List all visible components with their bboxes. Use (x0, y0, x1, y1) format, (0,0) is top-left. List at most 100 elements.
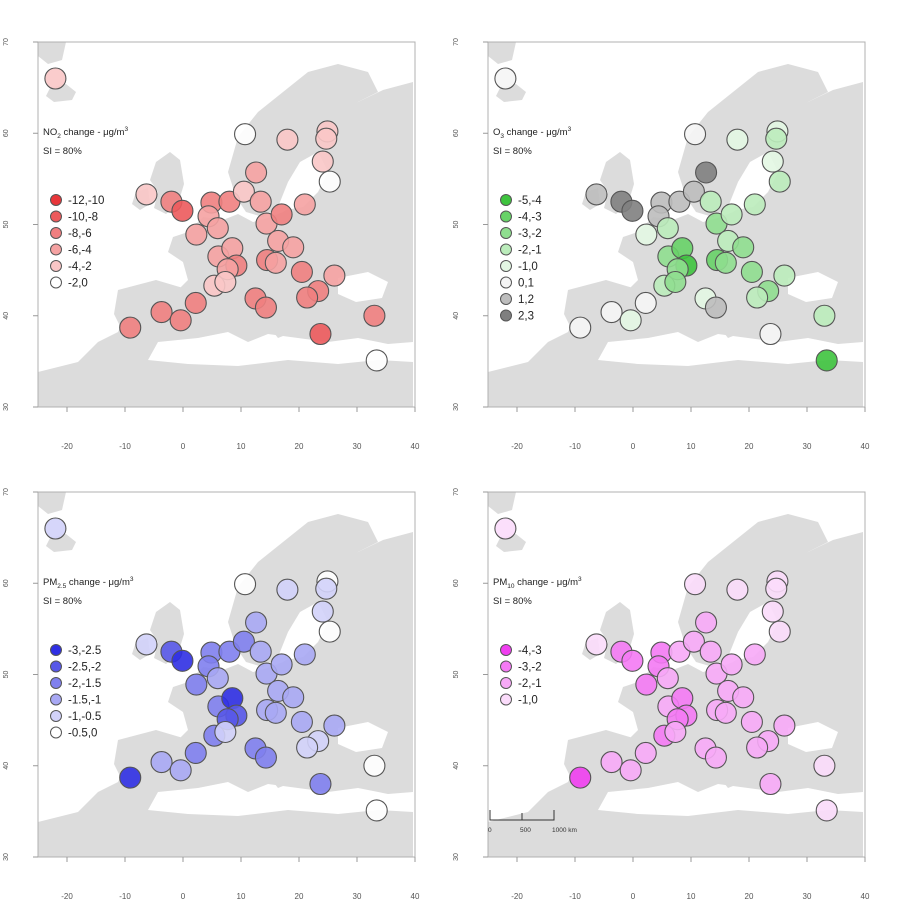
station-marker[interactable] (282, 236, 305, 259)
station-marker[interactable] (720, 653, 743, 676)
station-marker[interactable] (185, 223, 208, 246)
station-marker[interactable] (813, 754, 836, 777)
station-marker[interactable] (704, 746, 727, 769)
station-marker[interactable] (621, 199, 644, 222)
station-marker[interactable] (746, 736, 769, 759)
station-marker[interactable] (600, 751, 623, 774)
station-marker[interactable] (169, 309, 192, 332)
station-marker[interactable] (759, 322, 782, 346)
station-marker[interactable] (309, 322, 332, 346)
station-marker[interactable] (695, 611, 718, 634)
station-marker[interactable] (234, 123, 257, 146)
station-marker[interactable] (635, 673, 658, 696)
station-marker[interactable] (699, 190, 722, 213)
station-marker[interactable] (264, 251, 287, 274)
station-marker[interactable] (732, 686, 755, 709)
station-marker[interactable] (768, 170, 791, 193)
station-marker[interactable] (695, 161, 718, 184)
station-marker[interactable] (232, 630, 255, 653)
station-marker[interactable] (494, 67, 517, 90)
station-marker[interactable] (746, 286, 769, 309)
station-marker[interactable] (214, 720, 237, 744)
station-marker[interactable] (249, 190, 272, 213)
station-marker[interactable] (44, 517, 67, 540)
station-marker[interactable] (656, 667, 679, 690)
station-marker[interactable] (169, 759, 192, 782)
station-marker[interactable] (714, 251, 737, 274)
station-marker[interactable] (150, 301, 173, 324)
station-marker[interactable] (249, 640, 272, 663)
station-marker[interactable] (585, 633, 608, 656)
station-marker[interactable] (664, 720, 687, 744)
station-marker[interactable] (363, 754, 386, 777)
station-marker[interactable] (699, 640, 722, 663)
station-marker[interactable] (684, 573, 707, 596)
station-marker[interactable] (119, 766, 142, 789)
station-marker[interactable] (264, 701, 287, 724)
station-marker[interactable] (761, 150, 784, 173)
station-marker[interactable] (494, 517, 517, 540)
station-marker[interactable] (813, 304, 836, 327)
station-marker[interactable] (759, 772, 782, 796)
station-marker[interactable] (684, 123, 707, 146)
station-marker[interactable] (634, 291, 657, 315)
station-marker[interactable] (276, 578, 299, 601)
station-marker[interactable] (765, 577, 788, 600)
station-marker[interactable] (664, 270, 687, 294)
station-marker[interactable] (726, 578, 749, 601)
station-marker[interactable] (282, 686, 305, 709)
station-marker[interactable] (365, 799, 388, 822)
station-marker[interactable] (315, 577, 338, 600)
station-marker[interactable] (682, 630, 705, 653)
station-marker[interactable] (619, 309, 642, 332)
station-marker[interactable] (569, 316, 592, 339)
station-marker[interactable] (206, 667, 229, 690)
station-marker[interactable] (600, 301, 623, 324)
station-marker[interactable] (634, 741, 657, 765)
station-marker[interactable] (296, 286, 319, 309)
station-marker[interactable] (296, 736, 319, 759)
station-marker[interactable] (732, 236, 755, 259)
station-marker[interactable] (309, 772, 332, 796)
station-marker[interactable] (656, 217, 679, 240)
station-marker[interactable] (585, 183, 608, 206)
station-marker[interactable] (245, 611, 268, 634)
station-marker[interactable] (704, 296, 727, 319)
station-marker[interactable] (276, 128, 299, 151)
station-marker[interactable] (290, 260, 313, 283)
station-marker[interactable] (773, 714, 796, 737)
station-marker[interactable] (743, 643, 766, 666)
station-marker[interactable] (135, 633, 158, 656)
station-marker[interactable] (234, 573, 257, 596)
station-marker[interactable] (743, 193, 766, 216)
station-marker[interactable] (761, 600, 784, 623)
station-marker[interactable] (726, 128, 749, 151)
station-marker[interactable] (815, 799, 838, 822)
station-marker[interactable] (232, 180, 255, 203)
station-marker[interactable] (311, 150, 334, 173)
station-marker[interactable] (323, 714, 346, 737)
station-marker[interactable] (315, 127, 338, 150)
station-marker[interactable] (135, 183, 158, 206)
station-marker[interactable] (714, 701, 737, 724)
station-marker[interactable] (318, 170, 341, 193)
station-marker[interactable] (621, 649, 644, 672)
station-marker[interactable] (740, 260, 763, 283)
station-marker[interactable] (171, 649, 194, 672)
station-marker[interactable] (185, 673, 208, 696)
station-marker[interactable] (293, 193, 316, 216)
station-marker[interactable] (171, 199, 194, 222)
station-marker[interactable] (184, 291, 207, 315)
station-marker[interactable] (290, 710, 313, 733)
station-marker[interactable] (768, 620, 791, 643)
station-marker[interactable] (293, 643, 316, 666)
station-marker[interactable] (311, 600, 334, 623)
station-marker[interactable] (150, 751, 173, 774)
station-marker[interactable] (365, 349, 388, 372)
station-marker[interactable] (245, 161, 268, 184)
station-marker[interactable] (682, 180, 705, 203)
station-marker[interactable] (635, 223, 658, 246)
station-marker[interactable] (270, 203, 293, 226)
station-marker[interactable] (184, 741, 207, 765)
station-marker[interactable] (815, 349, 838, 372)
